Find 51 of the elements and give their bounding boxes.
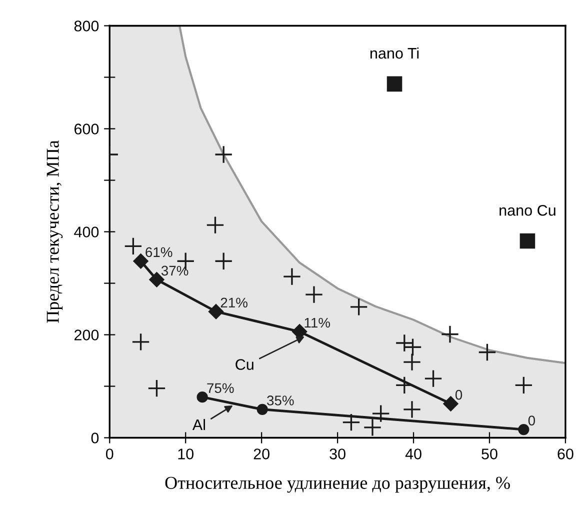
point [520, 233, 536, 249]
annotation: 21% [220, 298, 248, 308]
point [304, 285, 324, 304]
y-tick-label: 0 [91, 432, 99, 444]
x-tick-label: 60 [558, 448, 574, 460]
point [148, 379, 166, 398]
y-axis-title: Предел текучести, МПа [46, 140, 63, 323]
x-tick-label: 30 [330, 448, 346, 460]
point [395, 334, 414, 352]
x-tick-label: 10 [178, 448, 194, 460]
series-label: nano Cu [500, 204, 556, 216]
y-tick-label: 800 [74, 20, 99, 32]
point [342, 413, 360, 432]
point [124, 237, 142, 256]
x-tick-label: 50 [482, 448, 498, 460]
point [514, 376, 533, 394]
series-label: Al [192, 418, 205, 430]
annotation: 75% [207, 383, 234, 394]
point [518, 424, 530, 436]
point [350, 298, 368, 316]
y-tick-label: 600 [74, 124, 99, 134]
annotation: 11% [304, 318, 330, 328]
point [363, 418, 382, 437]
x-tick-label: 40 [405, 448, 422, 460]
point [402, 400, 422, 419]
y-tick-label: 400 [74, 226, 99, 238]
point [214, 252, 233, 270]
point [196, 392, 208, 403]
point [372, 404, 390, 423]
point [404, 338, 422, 356]
point [478, 343, 496, 362]
y-tick-label: 200 [74, 330, 99, 340]
point [386, 76, 402, 92]
x-tick-label: 0 [106, 448, 114, 460]
x-tick-label: 20 [254, 448, 270, 460]
point [402, 352, 422, 372]
annotation: 37% [161, 266, 188, 276]
point [282, 267, 302, 286]
point [440, 325, 460, 344]
point [424, 369, 442, 388]
series-label: nano Ti [370, 47, 419, 59]
point [214, 145, 233, 164]
x-axis-title: Относительное удлинение до разрушения, % [165, 476, 510, 493]
point [206, 216, 224, 234]
text: Cu [236, 359, 254, 370]
point [256, 404, 268, 415]
annotation: 0 [528, 416, 536, 426]
annotation: 61% [146, 247, 172, 258]
annotation: 0 [455, 390, 462, 400]
annotation: 35% [267, 396, 294, 406]
point [132, 332, 150, 352]
